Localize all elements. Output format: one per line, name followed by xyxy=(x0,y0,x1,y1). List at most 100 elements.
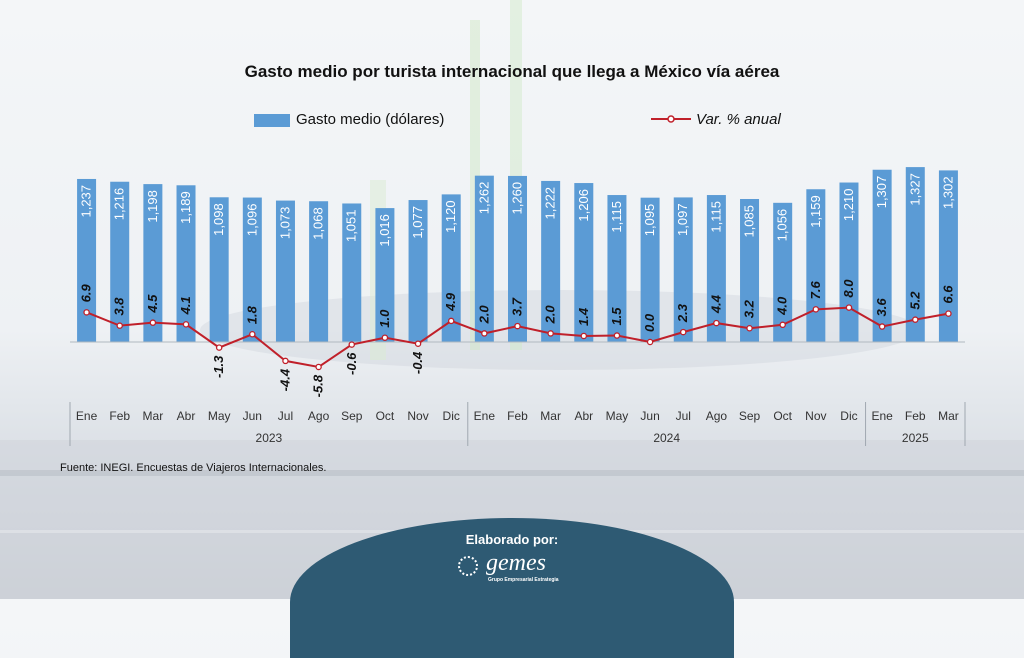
month-tick-label: Sep xyxy=(739,409,761,423)
bar-value-label: 1,216 xyxy=(112,188,127,221)
bar-value-label: 1,262 xyxy=(476,182,491,215)
month-tick-label: Nov xyxy=(805,409,826,423)
legend-line-swatch xyxy=(651,115,691,123)
line-point xyxy=(481,330,488,337)
line-point xyxy=(679,328,687,336)
month-tick-label: Sep xyxy=(341,409,363,423)
bar xyxy=(640,197,660,342)
bar xyxy=(574,183,594,342)
line-value-label: 2.3 xyxy=(675,303,690,323)
logo-ring-icon xyxy=(458,556,478,576)
line-point xyxy=(613,332,621,339)
line-point xyxy=(547,330,554,337)
line-value-label: 6.6 xyxy=(940,285,955,304)
month-tick-label: Ene xyxy=(871,409,893,423)
bar xyxy=(740,198,760,342)
bar xyxy=(242,197,262,342)
bar-value-label: 1,307 xyxy=(874,176,889,209)
line-point xyxy=(514,322,521,330)
month-tick-label: May xyxy=(208,409,231,423)
bar xyxy=(275,200,295,342)
month-tick-label: Abr xyxy=(177,409,196,423)
line-point xyxy=(746,324,753,332)
month-tick-label: Oct xyxy=(773,409,792,423)
legend-line-label: Var. % anual xyxy=(696,111,781,128)
bar-value-label: 1,198 xyxy=(145,190,160,223)
gemes-logo: gemes Grupo Empresarial Estrategia xyxy=(458,550,568,583)
logo-word: gemes xyxy=(486,550,546,576)
line-value-label: 3.6 xyxy=(874,298,889,317)
bar-value-label: 1,237 xyxy=(79,185,94,218)
footer-label: Elaborado por: xyxy=(465,532,559,547)
line-point xyxy=(381,334,389,341)
line-point xyxy=(646,338,654,346)
line-point xyxy=(845,304,853,311)
line-point xyxy=(713,319,720,327)
bar-value-label: 1,260 xyxy=(510,182,525,215)
month-tick-label: Mar xyxy=(143,409,164,423)
line-value-label: 2.0 xyxy=(543,305,558,325)
line-value-label: 4.5 xyxy=(145,294,160,314)
line-point xyxy=(414,340,422,347)
bar xyxy=(474,175,494,342)
line-value-label: 7.6 xyxy=(808,280,823,299)
line-value-label: 4.4 xyxy=(708,294,723,314)
line-value-label: 1.8 xyxy=(244,305,259,324)
bar-value-label: 1,327 xyxy=(907,173,922,206)
bar xyxy=(143,184,163,342)
month-tick-label: Jul xyxy=(278,409,293,423)
bar-value-label: 1,210 xyxy=(841,189,856,222)
line-point xyxy=(878,323,886,330)
line-point xyxy=(215,344,223,351)
bar-value-label: 1,159 xyxy=(808,195,823,228)
month-tick-label: Oct xyxy=(376,409,395,423)
bar xyxy=(77,178,97,342)
line-value-label: 1.0 xyxy=(377,309,392,328)
bar xyxy=(110,181,130,342)
legend-bar-label: Gasto medio (dólares) xyxy=(296,111,445,128)
line-value-label: 1.4 xyxy=(576,307,591,326)
month-tick-label: Jul xyxy=(676,409,691,423)
bar-value-label: 1,097 xyxy=(675,203,690,236)
line-point xyxy=(282,357,289,365)
bar xyxy=(938,170,958,342)
line-point xyxy=(580,332,588,340)
bar-value-label: 1,077 xyxy=(410,206,425,239)
line-point xyxy=(912,316,919,323)
line-value-label: 8.0 xyxy=(841,279,856,298)
legend: Gasto medio (dólares) Var. % anual xyxy=(0,110,1024,130)
month-tick-label: Ago xyxy=(706,409,728,423)
chart-title: Gasto medio por turista internacional qu… xyxy=(244,62,780,81)
bar xyxy=(706,195,726,342)
month-tick-label: Feb xyxy=(507,409,528,423)
bar-value-label: 1,016 xyxy=(377,214,392,247)
line-value-label: -0.4 xyxy=(410,351,425,374)
line-value-label: 3.2 xyxy=(742,299,757,318)
line-value-label: -5.8 xyxy=(311,374,326,397)
line-value-label: 0.0 xyxy=(642,313,657,332)
bar-value-label: 1,096 xyxy=(244,204,259,237)
line-value-label: -0.6 xyxy=(344,352,359,375)
bar-value-label: 1,095 xyxy=(642,204,657,237)
source-note: Fuente: INEGI. Encuestas de Viajeros Int… xyxy=(60,462,327,474)
month-tick-label: Ene xyxy=(474,409,496,423)
line-point xyxy=(812,306,820,313)
line-point xyxy=(249,331,256,338)
month-tick-label: Jun xyxy=(243,409,262,423)
month-tick-label: May xyxy=(606,409,629,423)
bar-value-label: 1,222 xyxy=(543,187,558,220)
bar xyxy=(441,194,461,342)
line-point xyxy=(116,322,123,329)
bar-value-label: 1,115 xyxy=(708,201,723,233)
month-tick-label: Feb xyxy=(905,409,926,423)
bar xyxy=(541,180,561,342)
bar-value-label: 1,056 xyxy=(775,209,790,242)
line-value-label: 3.7 xyxy=(510,297,525,316)
bar xyxy=(176,185,196,342)
line-point xyxy=(83,309,90,316)
month-tick-label: Ene xyxy=(76,409,98,423)
logo-subtitle: Grupo Empresarial Estrategia xyxy=(488,577,559,583)
line-point xyxy=(182,321,190,328)
bar-value-label: 1,115 xyxy=(609,201,624,233)
chart-area: 1,237 1,216 1,198 1,189 1,098 1,096 1,073 1,068… xyxy=(69,167,966,446)
